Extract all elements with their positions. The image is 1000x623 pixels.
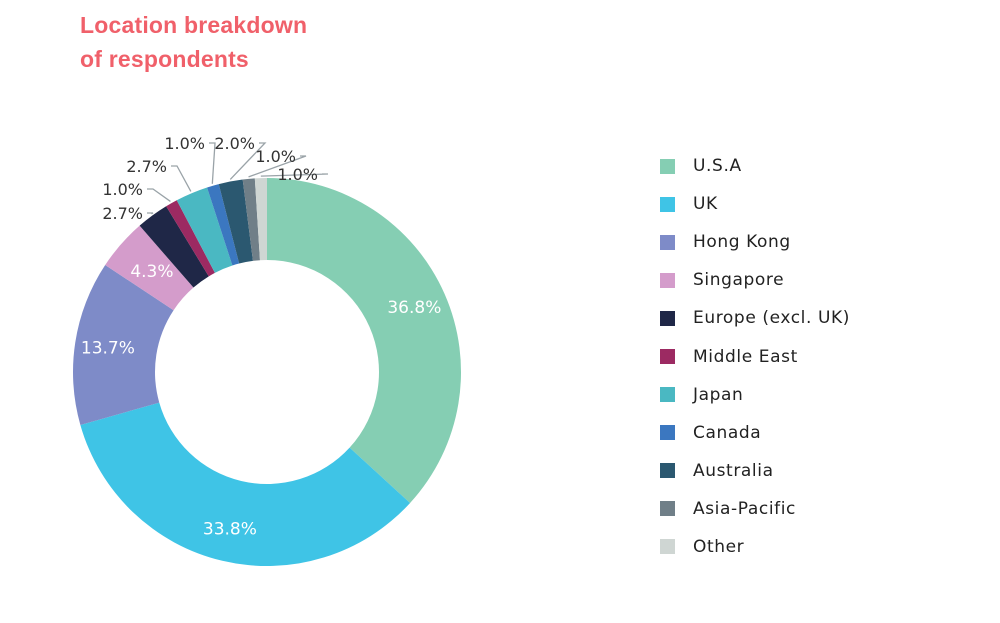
legend-label: Asia-Pacific [693,498,796,519]
slice-value-labels: 36.8%33.8%13.7%4.3%2.7%1.0%2.7%1.0% 2.0%1… [81,134,441,540]
legend-label: Middle East [693,346,798,367]
slice-europe-excl-uk [139,206,209,288]
legend-label: U.S.A [693,156,742,177]
value-label-hong-kong: 13.7% [81,338,135,358]
legend-item-australia: Australia [660,452,850,490]
chart-legend: U.S.A UK Hong Kong Singapore Europe (excl. U… [660,147,850,566]
value-label-asia-pacific: 1.0% [255,147,296,166]
legend-item-europe-excl-uk: Europe (excl. UK) [660,299,850,337]
callout-leader-lines [147,142,329,215]
legend-item-canada: Canada [660,414,850,452]
leader-line-europe-excl-uk [147,212,154,215]
value-label-uk: 33.8% [203,520,257,540]
legend-swatch [660,539,675,555]
legend-swatch [660,196,675,212]
slice-uk [80,402,411,566]
legend-item-middle-east: Middle East [660,337,850,375]
legend-label: Australia [693,460,774,481]
legend-swatch [660,425,675,441]
slice-middle-east [166,200,215,277]
slice-other [254,178,267,261]
leader-line-canada [209,142,216,184]
legend-swatch [660,463,675,479]
legend-swatch [660,349,675,365]
leader-line-middle-east [147,188,171,202]
slice-hong-kong [73,264,174,425]
value-label-other: 1.0% [277,165,318,184]
legend-label: Singapore [693,270,785,291]
legend-swatch [660,387,675,403]
leader-line-japan [171,165,192,192]
legend-item-u-s-a: U.S.A [660,147,850,185]
legend-label: Other [693,536,745,557]
value-label-europe-excl-uk: 2.7% [102,204,143,223]
value-label-singapore: 4.3% [130,262,173,282]
slice-japan [176,187,233,273]
legend-item-hong-kong: Hong Kong [660,223,850,261]
legend-swatch [660,272,675,288]
value-label-canada: 1.0% [164,134,205,153]
chart-title: Location breakdown of respondents [80,8,380,76]
legend-label: Hong Kong [693,232,791,253]
legend-item-other: Other [660,528,850,566]
legend-swatch [660,234,675,250]
legend-label: Japan [693,384,744,405]
slice-canada [207,184,240,266]
legend-item-uk: UK [660,185,850,223]
legend-item-asia-pacific: Asia-Pacific [660,490,850,528]
legend-swatch [660,501,675,517]
donut-slices [73,178,461,566]
legend-label: UK [693,194,718,215]
legend-label: Canada [693,422,762,443]
chart-title-line-2: of respondents [80,46,249,72]
legend-item-japan: Japan [660,376,850,414]
leader-line-australia [229,142,267,180]
legend-item-singapore: Singapore [660,261,850,299]
value-label-japan: 2.7% [126,157,167,176]
slice-australia [218,179,253,264]
leader-line-asia-pacific [248,155,307,178]
chart-title-line-1: Location breakdown [80,12,308,38]
slice-asia-pacific [242,178,260,261]
slice-u-s-a [267,178,461,504]
value-label-u-s-a: 36.8% [387,298,441,318]
legend-label: Europe (excl. UK) [693,308,851,329]
value-label-middle-east: 1.0% [102,180,143,199]
legend-swatch [660,158,675,174]
leader-line-other [260,173,329,177]
legend-swatch [660,310,675,326]
slice-singapore [105,225,194,311]
value-label-australia: 2.0% [214,134,255,153]
